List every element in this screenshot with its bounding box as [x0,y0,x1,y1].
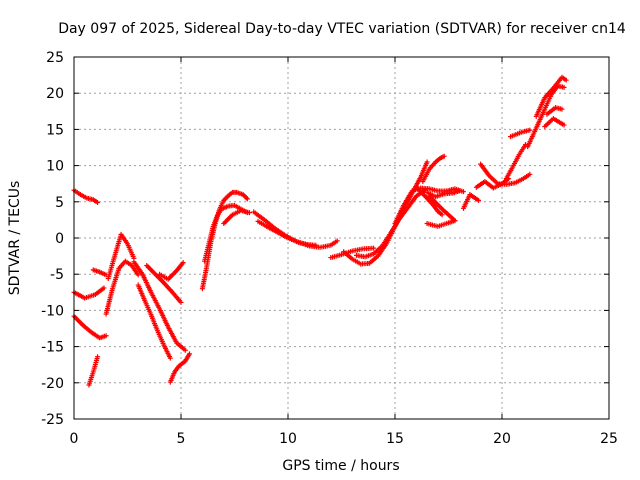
data-point [456,188,462,194]
y-tick-label: 10 [46,159,64,175]
y-tick-label: -20 [41,376,64,392]
data-point [452,218,458,224]
data-point [244,196,250,202]
series-arc-29 [478,161,533,187]
series-arc-28 [473,176,511,191]
series-arc-22 [413,184,445,218]
y-tick-label: -15 [41,340,64,356]
data-point [167,355,173,361]
series-arc-8 [131,259,188,353]
y-tick-label: 5 [55,195,64,211]
data-point [527,171,533,177]
series-arc-33 [533,74,569,119]
series-arc-10 [144,263,184,305]
series-arc-17 [255,218,340,250]
data-point [187,351,193,357]
y-tick-label: 15 [46,122,64,138]
data-point [180,260,186,266]
x-tick-label: 20 [493,431,511,447]
x-tick-label: 25 [600,431,618,447]
y-tick-labels: -25 -20 -15 -10 -5 0 5 10 15 20 25 [41,50,64,428]
y-tick-label: 25 [46,50,64,66]
x-axis-label: GPS time / hours [282,458,399,474]
y-axis-label: SDTVAR / TECUs [7,181,23,296]
chart-title: Day 097 of 2025, Sidereal Day-to-day VTE… [58,21,626,37]
data-point [246,210,252,216]
x-tick-label: 0 [70,431,79,447]
data-point [441,153,447,159]
series-arc-11 [157,260,186,282]
data-point [103,333,109,339]
x-tick-labels: 0 5 10 15 20 25 [70,431,618,447]
series-arc-12 [167,351,193,385]
series-arc-5 [90,267,109,278]
series-arc-31 [508,127,533,140]
series-arc-27 [460,192,481,211]
data-point [561,122,567,128]
data-point [95,200,101,206]
data-point [527,127,533,133]
y-tick-label: 20 [46,86,64,102]
y-tick-label: -5 [50,267,64,283]
data-point [563,77,569,83]
data-point [182,347,188,353]
series-arc-23 [420,153,447,185]
series-arc-9 [135,282,173,361]
series-arc-6 [103,258,141,317]
series-arc-7 [105,231,137,282]
data-point [101,285,107,291]
series-arc-34 [544,105,565,117]
series-arc-35 [542,116,567,130]
data-point [334,238,340,244]
data-point [561,84,567,90]
data-point [95,354,101,360]
series-arc-2 [71,285,107,301]
x-tick-label: 5 [177,431,186,447]
data-point [559,106,565,112]
data-point [460,189,466,195]
series-arc-26 [424,218,458,229]
data-point [424,159,430,165]
x-tick-label: 10 [279,431,297,447]
series-arc-15 [221,207,252,227]
plot-border [73,56,610,420]
y-tick-label: 0 [55,231,64,247]
series-arc-4 [86,354,101,388]
y-tick-label: -10 [41,303,64,319]
data-point [475,197,481,203]
data-point [135,272,141,278]
series-arc-1 [71,187,101,206]
x-tick-label: 15 [386,431,404,447]
grid-lines [74,57,609,419]
series-arc-25 [424,188,462,200]
data-point [439,212,445,218]
data-point [178,299,184,305]
data-point [371,245,377,251]
y-tick-label: -25 [41,412,64,428]
